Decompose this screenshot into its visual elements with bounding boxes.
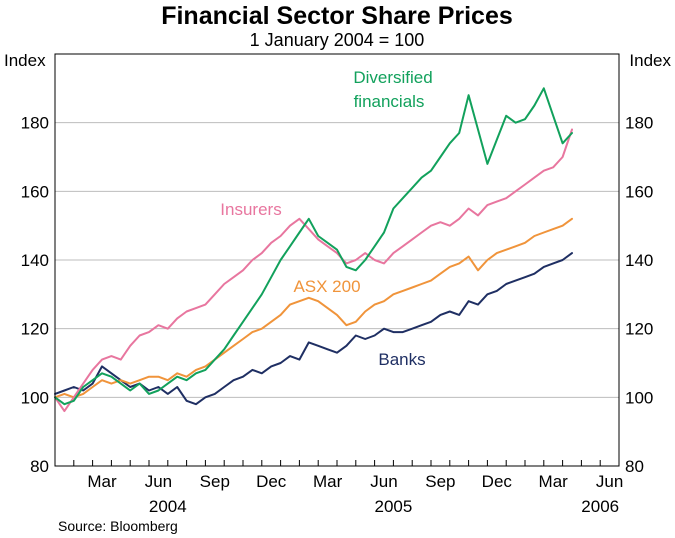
year-labels: 2004 2005 2006 (149, 497, 619, 516)
x-tick-label: Sep (200, 472, 230, 491)
plot-frame (54, 53, 620, 467)
source-note: Source: Bloomberg (58, 518, 178, 534)
x-tick-label: Mar (87, 472, 117, 491)
gridlines (55, 122, 619, 398)
y-tick-label-left: 160 (21, 182, 49, 201)
x-tick-label: Mar (539, 472, 569, 491)
y-tick-label-right: 140 (625, 251, 653, 270)
y-tick-label-left: 140 (21, 251, 49, 270)
x-tick-labels: Mar Jun Sep Dec Mar Jun Sep Dec Mar Jun (87, 472, 623, 491)
x-tick-label: Jun (145, 472, 172, 491)
y-tick-label-right: 160 (625, 182, 653, 201)
y-tick-label-left: 100 (21, 388, 49, 407)
y-tick-label-right: 120 (625, 320, 653, 339)
y-ticks-right: 80 100 120 140 160 180 (625, 114, 653, 476)
y-tick-label-left: 120 (21, 320, 49, 339)
series-line-asx-200 (54, 217, 573, 399)
x-tick-label: Mar (313, 472, 343, 491)
chart-subtitle: 1 January 2004 = 100 (250, 30, 425, 50)
chart-title: Financial Sector Share Prices (161, 2, 513, 30)
series-lines (54, 87, 573, 413)
year-label: 2004 (149, 497, 187, 516)
series-line-diversified-financials (54, 87, 573, 406)
x-tick-label: Sep (425, 472, 455, 491)
label-diversified-line2: financials (354, 92, 425, 111)
series-line-insurers (54, 128, 573, 413)
label-diversified-line1: Diversified (353, 68, 432, 87)
x-tick-label: Dec (256, 472, 287, 491)
x-tick-label: Jun (596, 472, 623, 491)
label-banks: Banks (378, 350, 425, 369)
y-tick-label-left: 80 (30, 457, 49, 476)
label-insurers: Insurers (220, 200, 281, 219)
x-ticks (73, 460, 601, 466)
y-ticks-left: 80 100 120 140 160 180 (21, 114, 49, 476)
y-axis-label-right: Index (629, 51, 671, 70)
y-tick-label-right: 180 (625, 114, 653, 133)
y-tick-label-right: 80 (625, 457, 644, 476)
y-axis-label-left: Index (4, 51, 46, 70)
y-tick-label-left: 180 (21, 114, 49, 133)
year-label: 2006 (581, 497, 619, 516)
year-label: 2005 (374, 497, 412, 516)
x-tick-label: Dec (482, 472, 513, 491)
y-tick-label-right: 100 (625, 388, 653, 407)
label-asx200: ASX 200 (293, 277, 360, 296)
x-tick-label: Jun (370, 472, 397, 491)
